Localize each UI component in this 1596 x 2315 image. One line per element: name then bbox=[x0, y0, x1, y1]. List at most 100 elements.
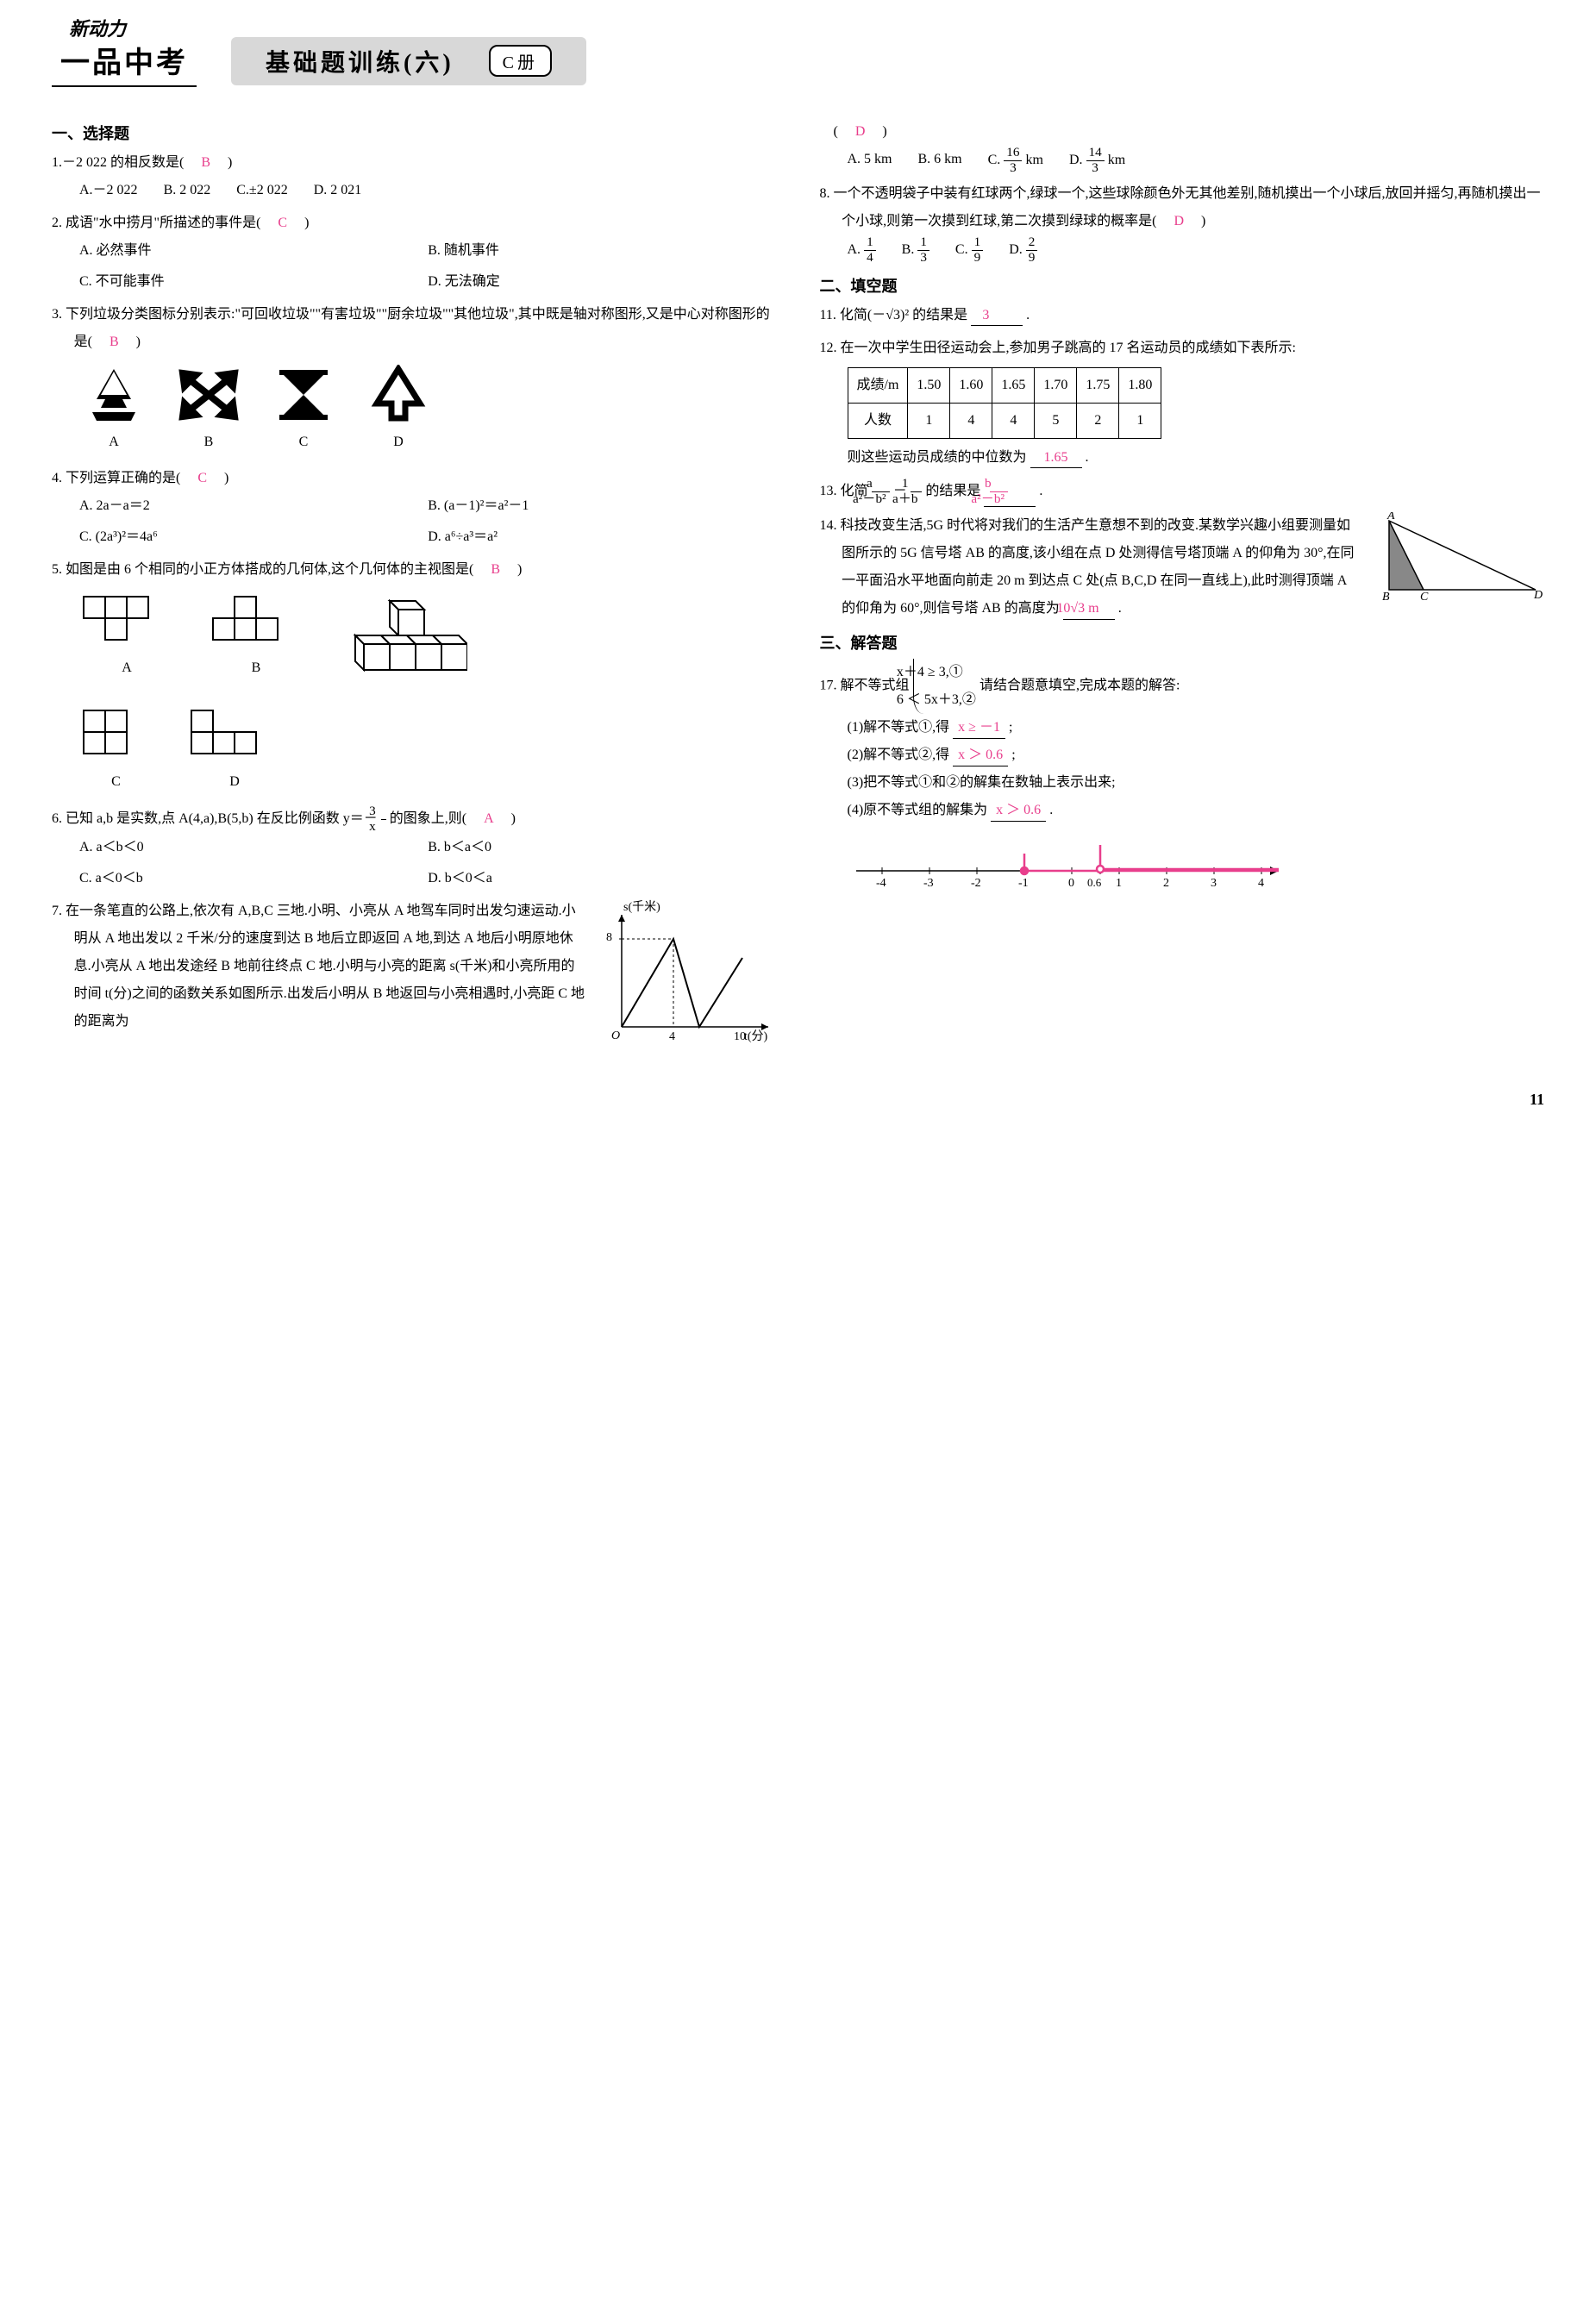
left-column: 一、选择题 1.－2 022 的相反数是( B ) A.－2 022 B. 2 … bbox=[52, 113, 777, 1065]
q17-sys1: x＋4 ≥ 3,① bbox=[919, 659, 976, 686]
q3-answer: B bbox=[110, 335, 119, 349]
question-17: 17. 解不等式组 x＋4 ≥ 3,① 6 ＜ 5x＋3,② 请结合题意填空,完… bbox=[820, 659, 1545, 898]
svg-text:3: 3 bbox=[1211, 877, 1217, 888]
q2-opt-a: A. 必然事件 bbox=[79, 237, 428, 265]
q7-paren-close: ) bbox=[868, 124, 886, 139]
q12-tail-pre: 则这些运动员成绩的中位数为 bbox=[848, 450, 1027, 465]
brand-box: 新动力 一品中考 bbox=[52, 34, 197, 87]
book-tag: C册 bbox=[489, 45, 552, 77]
q6-opt-b: B. b＜a＜0 bbox=[428, 834, 776, 861]
q1-opt-b: B. 2 022 bbox=[164, 177, 211, 204]
q12-tail-post: . bbox=[1086, 450, 1089, 465]
table-header: 人数 bbox=[848, 403, 908, 438]
q6-opt-d: D. b＜0＜a bbox=[428, 865, 776, 892]
view-a-icon bbox=[79, 592, 174, 644]
q1-answer: B bbox=[201, 155, 210, 170]
section-solve: 三、解答题 bbox=[820, 631, 1545, 654]
view-c-icon bbox=[79, 706, 153, 758]
q17-p3: (3)把不等式①和②的解集在数轴上表示出来; bbox=[848, 769, 1545, 797]
page-number: 11 bbox=[52, 1091, 1544, 1109]
q12-stem: 12. 在一次中学生田径运动会上,参加男子跳高的 17 名运动员的成绩如下表所示… bbox=[820, 341, 1296, 355]
q17-number-line: -4 -3 -2 -1 0 0.6 1 2 3 4 bbox=[848, 836, 1545, 898]
svg-text:0.6: 0.6 bbox=[1087, 876, 1102, 888]
q4-opt-a: A. 2a－a＝2 bbox=[79, 492, 428, 520]
q5-stem-end: ) bbox=[504, 562, 522, 577]
q8-opt-b: B. 13 bbox=[902, 235, 929, 265]
q2-answer: C bbox=[278, 216, 287, 230]
q1-opt-c: C.±2 022 bbox=[236, 177, 287, 204]
table-header: 成绩/m bbox=[848, 367, 908, 403]
q6-stem-end: ) bbox=[498, 811, 516, 826]
question-6: 6. 已知 a,b 是实数,点 A(4,a),B(5,b) 在反比例函数 y＝－… bbox=[52, 804, 777, 892]
q17-p4-pre: (4)原不等式组的解集为 bbox=[848, 803, 988, 817]
table-row: 成绩/m 1.50 1.60 1.65 1.70 1.75 1.80 bbox=[848, 367, 1161, 403]
q4-answer: C bbox=[197, 471, 207, 485]
q6-frac-n: 3 bbox=[381, 804, 386, 820]
q17-p2-ans: x ＞ 0.6 bbox=[953, 746, 1008, 766]
view-d-icon bbox=[187, 706, 282, 758]
title-banner: 基础题训练(六) C册 bbox=[231, 37, 586, 85]
question-8: 8. 一个不透明袋子中装有红球两个,绿球一个,这些球除颜色外无其他差别,随机摸出… bbox=[820, 180, 1545, 265]
q3-icons: A B bbox=[52, 365, 777, 456]
section-fill: 二、填空题 bbox=[820, 274, 1545, 297]
q3-label-b: B bbox=[174, 429, 243, 456]
q17-p4-ans: x ＞ 0.6 bbox=[991, 801, 1046, 821]
q2-stem-end: ) bbox=[291, 216, 309, 230]
svg-text:-2: -2 bbox=[971, 877, 981, 888]
question-7-answer-block: ( D ) A. 5 km B. 6 km C. 163 km D. 143 k… bbox=[820, 118, 1545, 175]
svg-text:-3: -3 bbox=[923, 877, 934, 888]
cross-arrows-icon bbox=[174, 365, 243, 425]
graph-ymax: 8 bbox=[606, 931, 612, 944]
q7-opt-a: A. 5 km bbox=[848, 146, 892, 175]
svg-text:C: C bbox=[1420, 591, 1429, 604]
q17-stem-post: 请结合题意填空,完成本题的解答: bbox=[980, 679, 1180, 693]
q1-stem: 1.－2 022 的相反数是( bbox=[52, 155, 197, 170]
q1-stem-end: ) bbox=[214, 155, 232, 170]
q1-opt-a: A.－2 022 bbox=[79, 177, 138, 204]
q2-opt-c: C. 不可能事件 bbox=[79, 268, 428, 296]
question-14: A B C D 14. 科技改变生活,5G 时代将对我们的生活产生意想不到的改变… bbox=[820, 512, 1545, 623]
question-13: 13. 化简 aa²－b² － 1a＋b 的结果是 ba²－b² . bbox=[820, 477, 1545, 507]
q2-opt-b: B. 随机事件 bbox=[428, 237, 776, 265]
graph-xlabel: t(分) bbox=[744, 1029, 768, 1043]
q5-stem: 5. 如图是由 6 个相同的小正方体搭成的几何体,这个几何体的主视图是( bbox=[52, 562, 487, 577]
q4-stem: 4. 下列运算正确的是( bbox=[52, 471, 194, 485]
q8-stem-end: ) bbox=[1187, 214, 1205, 228]
q8-answer: D bbox=[1174, 214, 1184, 228]
svg-text:B: B bbox=[1382, 591, 1390, 604]
q8-opt-c: C. 19 bbox=[955, 235, 983, 265]
svg-text:A: A bbox=[1386, 512, 1395, 522]
graph-origin: O bbox=[611, 1029, 620, 1042]
right-column: ( D ) A. 5 km B. 6 km C. 163 km D. 143 k… bbox=[820, 113, 1545, 1065]
q5-label-c: C bbox=[79, 768, 153, 796]
q17-p2-pre: (2)解不等式②,得 bbox=[848, 748, 950, 762]
q3-label-a: A bbox=[79, 429, 148, 456]
page-header: 新动力 一品中考 基础题训练(六) C册 bbox=[52, 34, 1544, 87]
q12-table: 成绩/m 1.50 1.60 1.65 1.70 1.75 1.80 人数 1 … bbox=[848, 367, 1162, 439]
q2-stem: 2. 成语"水中捞月"所描述的事件是( bbox=[52, 216, 274, 230]
q5-views: A B bbox=[52, 592, 777, 698]
q12-answer: 1.65 bbox=[1030, 448, 1082, 468]
graph-xtick1: 4 bbox=[669, 1030, 675, 1043]
q3-stem-end: ) bbox=[122, 335, 141, 349]
q3-label-d: D bbox=[364, 429, 433, 456]
cube3d-icon bbox=[338, 592, 467, 687]
q4-opt-b: B. (a－1)²＝a²－1 bbox=[428, 492, 776, 520]
q11-stem-post: . bbox=[1026, 308, 1030, 322]
recycle-icon bbox=[79, 365, 148, 425]
q5-label-d: D bbox=[187, 768, 282, 796]
q3-stem: 3. 下列垃圾分类图标分别表示:"可回收垃圾""有害垃圾""厨余垃圾""其他垃圾… bbox=[52, 307, 770, 349]
q7-opt-d: D. 143 km bbox=[1069, 146, 1125, 175]
brand-title: 一品中考 bbox=[60, 39, 188, 81]
q6-opt-a: A. a＜b＜0 bbox=[79, 834, 428, 861]
q6-opt-c: C. a＜0＜b bbox=[79, 865, 428, 892]
q17-p1-ans: x ≥ －1 bbox=[953, 718, 1005, 738]
hourglass-icon bbox=[269, 365, 338, 425]
q4-opt-c: C. (2a³)²＝4a⁶ bbox=[79, 523, 428, 551]
q14-figure: A B C D bbox=[1372, 512, 1544, 617]
q1-opt-d: D. 2 021 bbox=[314, 177, 362, 204]
graph-ylabel: s(千米) bbox=[623, 900, 660, 914]
question-7: s(千米) 8 4 10 O t(分) 7. 在一条笔直的公路上,依次有 A,B… bbox=[52, 898, 777, 1060]
worksheet-title: 基础题训练(六) bbox=[266, 44, 454, 78]
q14-answer: 10√3 m bbox=[1063, 599, 1115, 619]
